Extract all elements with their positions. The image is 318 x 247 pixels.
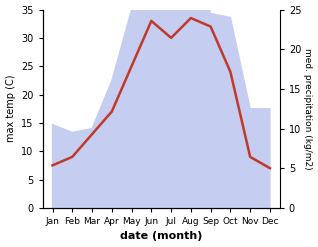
Y-axis label: max temp (C): max temp (C) [5,75,16,143]
Y-axis label: med. precipitation (kg/m2): med. precipitation (kg/m2) [303,48,313,169]
X-axis label: date (month): date (month) [120,231,203,242]
